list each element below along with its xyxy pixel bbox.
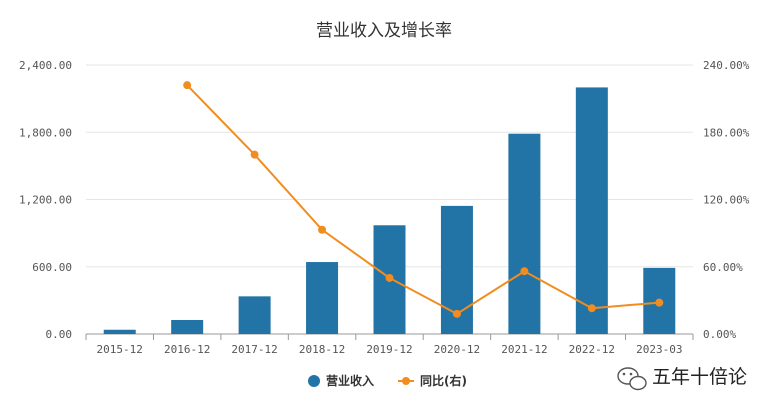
x-tick-label: 2017-12 xyxy=(231,343,277,356)
right-tick-label: 0.00% xyxy=(703,328,736,341)
right-tick-label: 60.00% xyxy=(703,261,743,274)
x-tick-label: 2019-12 xyxy=(366,343,412,356)
line-point xyxy=(385,273,394,282)
bar xyxy=(238,296,271,334)
x-tick-label: 2015-12 xyxy=(97,343,143,356)
chart-title: 营业收入及增长率 xyxy=(316,21,452,41)
x-tick-label: 2022-12 xyxy=(569,343,615,356)
bar xyxy=(575,87,608,335)
line-point xyxy=(587,304,596,313)
line-point xyxy=(250,150,259,159)
left-tick-label: 0.00 xyxy=(46,328,73,341)
left-axis: 0.00 600.00 1,200.00 1,800.00 2,400.00 xyxy=(19,59,72,341)
line-point xyxy=(520,267,529,276)
x-tick-label: 2023-03 xyxy=(636,343,682,356)
left-tick-label: 600.00 xyxy=(32,261,72,274)
legend-line-dot xyxy=(402,377,410,385)
x-tick-label: 2018-12 xyxy=(299,343,345,356)
right-tick-label: 120.00% xyxy=(703,194,750,207)
x-tick-label: 2021-12 xyxy=(501,343,547,356)
legend-bar-marker xyxy=(308,375,320,387)
line-point xyxy=(318,225,327,234)
right-tick-label: 240.00% xyxy=(703,59,750,72)
bar xyxy=(508,133,541,334)
x-tick-label: 2020-12 xyxy=(434,343,480,356)
line-series xyxy=(183,81,664,318)
x-tick-label: 2016-12 xyxy=(164,343,210,356)
x-axis: 2015-12 2016-12 2017-12 2018-12 2019-12 2020-… xyxy=(85,334,694,356)
line-point xyxy=(452,309,461,318)
wechat-icon xyxy=(617,367,647,391)
legend[interactable]: 营业收入 同比(右) xyxy=(308,373,467,388)
line-point xyxy=(655,298,664,307)
legend-line-label: 同比(右) xyxy=(420,373,467,388)
left-tick-label: 1,200.00 xyxy=(19,194,72,207)
watermark: 五年十倍论 xyxy=(617,366,747,391)
series-line xyxy=(186,84,660,315)
bar xyxy=(103,329,136,334)
left-tick-label: 2,400.00 xyxy=(19,59,72,72)
bar xyxy=(306,262,339,334)
bar-series xyxy=(103,87,676,335)
right-axis: 0.00% 60.00% 120.00% 180.00% 240.00% xyxy=(703,59,750,341)
line-point xyxy=(183,81,192,90)
legend-bar-label: 营业收入 xyxy=(326,373,374,388)
right-tick-label: 180.00% xyxy=(703,126,750,139)
watermark-text: 五年十倍论 xyxy=(652,366,747,388)
bar xyxy=(171,319,204,334)
left-tick-label: 1,800.00 xyxy=(19,126,72,139)
